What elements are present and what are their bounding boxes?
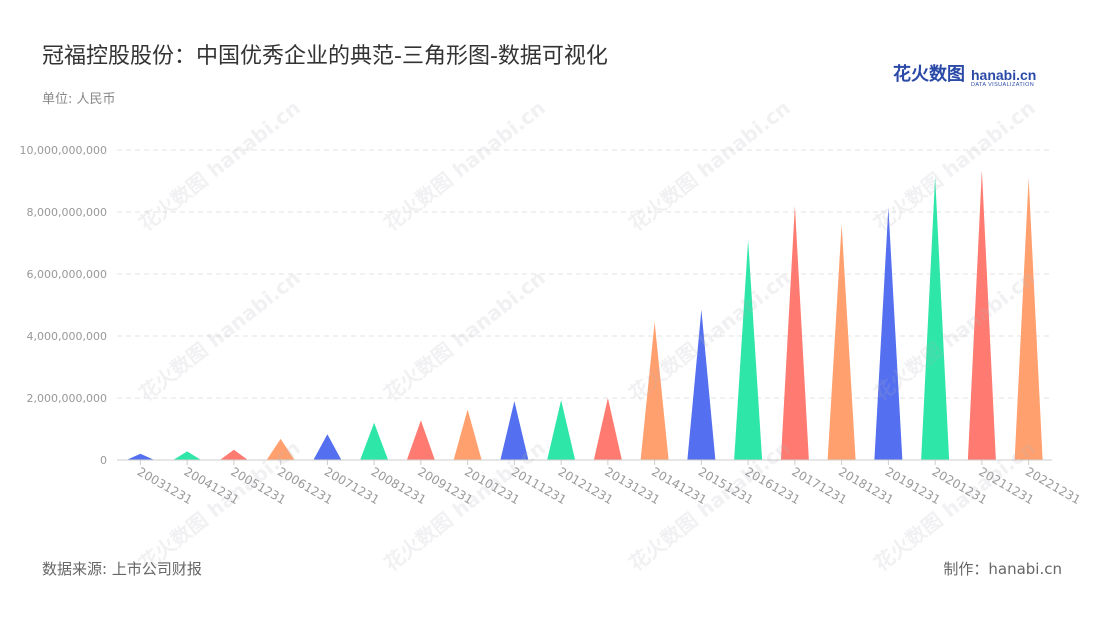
y-tick-label: 0 [100, 454, 107, 467]
y-tick-label: 8,000,000,000 [27, 206, 107, 219]
triangle-bar-20141231 [640, 322, 669, 460]
data-marks [126, 170, 1043, 460]
logo-tagline: DATA VISUALIZATION [971, 82, 1035, 88]
chart-title: 冠福控股股份：中国优秀企业的典范-三角形图-数据可视化 [42, 44, 608, 69]
triangle-bar-20201231 [921, 176, 950, 460]
grid-layer [117, 149, 1052, 399]
y-tick-label: 6,000,000,000 [27, 268, 107, 281]
logo-en-block: hanabi.cn DATA VISUALIZATION [971, 68, 1036, 89]
triangle-bar-20221231 [1014, 177, 1043, 460]
triangle-bar-20031231 [126, 453, 155, 460]
triangle-bar-20111231 [500, 401, 529, 460]
unit-label: 单位: 人民币 [42, 92, 116, 107]
triangle-bar-20071231 [313, 434, 342, 460]
triangle-bar-20121231 [547, 400, 576, 460]
triangle-bar-20161231 [734, 239, 763, 460]
logo-cn-text: 花火数图 [893, 64, 965, 85]
x-axis-ticks: 2003123120041231200512312006123120071231… [135, 460, 1083, 507]
y-tick-label: 2,000,000,000 [27, 392, 107, 405]
maker-credit: 制作：hanabi.cn [943, 560, 1062, 578]
triangle-bar-20181231 [827, 224, 856, 460]
y-tick-label: 4,000,000,000 [27, 330, 107, 343]
triangle-bar-20091231 [406, 420, 435, 460]
triangle-bar-20101231 [453, 409, 482, 460]
triangle-bar-20191231 [874, 207, 903, 460]
data-source: 数据来源: 上市公司财报 [42, 560, 202, 578]
brand-logo: 花火数图 hanabi.cn DATA VISUALIZATION [893, 60, 1036, 89]
triangle-bar-20151231 [687, 309, 716, 460]
triangle-bar-20131231 [593, 398, 622, 460]
triangle-bar-20081231 [360, 422, 389, 460]
triangle-bar-20061231 [266, 438, 295, 460]
logo-en-text: hanabi.cn [971, 67, 1037, 83]
triangle-bar-20211231 [967, 170, 996, 460]
triangle-bar-20051231 [219, 449, 248, 460]
y-axis-ticks: 0 2,000,000,000 4,000,000,000 6,000,000,000… [20, 144, 107, 467]
y-tick-label: 10,000,000,000 [20, 144, 107, 157]
triangle-bar-20171231 [780, 205, 809, 460]
triangle-bar-20041231 [173, 451, 202, 460]
